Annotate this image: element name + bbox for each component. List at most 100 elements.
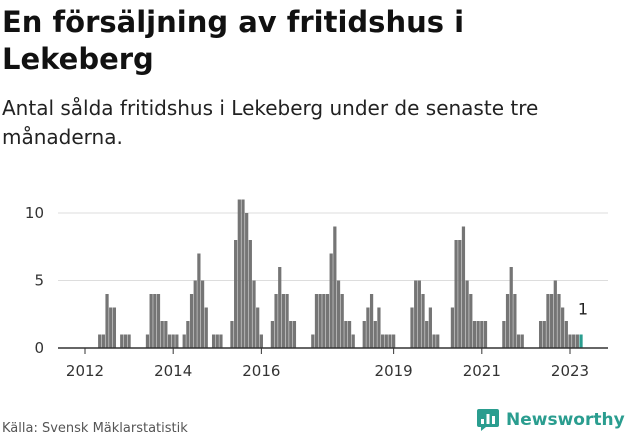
bar bbox=[101, 334, 105, 348]
bar bbox=[281, 294, 286, 348]
brand: Newsworthy bbox=[476, 408, 625, 432]
newsworthy-logo-icon bbox=[477, 409, 499, 431]
bar bbox=[186, 321, 190, 348]
bar bbox=[513, 294, 517, 348]
bar bbox=[480, 321, 484, 348]
bar bbox=[241, 199, 245, 348]
bar bbox=[483, 321, 488, 348]
bar bbox=[248, 240, 252, 348]
y-tick-label: 0 bbox=[34, 339, 44, 357]
bar-chart: 0 5 10 1 2012 2014 2016 2019 2021 2023 bbox=[25, 199, 608, 380]
y-tick-label: 10 bbox=[25, 204, 44, 222]
bar bbox=[392, 334, 396, 348]
x-tick-label: 2014 bbox=[154, 362, 192, 380]
bar bbox=[461, 226, 466, 348]
bar bbox=[164, 321, 168, 348]
bar bbox=[344, 321, 348, 348]
bar bbox=[509, 267, 513, 348]
bar bbox=[476, 321, 480, 348]
bar bbox=[259, 334, 263, 348]
bar bbox=[252, 280, 256, 348]
bar bbox=[425, 321, 429, 348]
bar bbox=[211, 334, 216, 348]
bar bbox=[502, 321, 506, 348]
bar bbox=[285, 294, 289, 348]
bar bbox=[362, 321, 366, 348]
bar bbox=[314, 294, 319, 348]
x-tick-label: 2012 bbox=[66, 362, 104, 380]
bar bbox=[373, 321, 377, 348]
bar bbox=[347, 321, 352, 348]
bar bbox=[572, 334, 576, 348]
bar bbox=[245, 213, 249, 348]
bar bbox=[311, 334, 315, 348]
bar bbox=[274, 294, 278, 348]
x-tick-label: 2016 bbox=[242, 362, 280, 380]
bar bbox=[171, 334, 175, 348]
bar bbox=[182, 334, 186, 348]
bar bbox=[215, 334, 219, 348]
bar bbox=[369, 294, 374, 348]
bar bbox=[568, 334, 572, 348]
bar bbox=[153, 294, 157, 348]
data-label: 1 bbox=[578, 300, 588, 319]
bar bbox=[454, 240, 458, 348]
bar bbox=[351, 334, 355, 348]
bar bbox=[193, 280, 197, 348]
bar bbox=[381, 334, 385, 348]
bar bbox=[127, 334, 131, 348]
bar bbox=[230, 321, 234, 348]
bar bbox=[325, 294, 330, 348]
bar bbox=[197, 253, 201, 348]
bar bbox=[333, 226, 337, 348]
bar bbox=[561, 307, 565, 348]
bar bbox=[450, 307, 455, 348]
bar bbox=[234, 240, 238, 348]
source-note: Källa: Svensk Mäklarstatistik bbox=[2, 421, 188, 436]
bar bbox=[289, 321, 293, 348]
bar bbox=[318, 294, 322, 348]
bar bbox=[204, 307, 208, 348]
x-tick-label: 2021 bbox=[463, 362, 501, 380]
bar bbox=[428, 307, 432, 348]
bar bbox=[156, 294, 161, 348]
bar bbox=[472, 321, 477, 348]
bar bbox=[377, 307, 381, 348]
bar bbox=[322, 294, 326, 348]
bar bbox=[557, 294, 561, 348]
bar bbox=[421, 294, 425, 348]
bar bbox=[270, 321, 274, 348]
bar bbox=[366, 307, 370, 348]
bar bbox=[414, 280, 418, 348]
bar bbox=[340, 294, 344, 348]
bar bbox=[553, 280, 557, 348]
bar bbox=[189, 294, 194, 348]
bar bbox=[432, 334, 436, 348]
bar bbox=[546, 294, 550, 348]
chart-title: En försäljning av fritidshus i Lekeberg bbox=[2, 5, 465, 76]
bar bbox=[145, 334, 150, 348]
bar bbox=[149, 294, 153, 348]
bar bbox=[465, 280, 469, 348]
bar bbox=[388, 334, 392, 348]
bar bbox=[123, 334, 128, 348]
bar bbox=[410, 307, 414, 348]
bar bbox=[436, 334, 440, 348]
bar bbox=[200, 280, 205, 348]
bar bbox=[384, 334, 388, 348]
bar bbox=[336, 280, 341, 348]
bar bbox=[505, 294, 510, 348]
bar bbox=[417, 280, 421, 348]
bar bbox=[575, 334, 579, 348]
chart-subtitle: Antal sålda fritidshus i Lekeberg under … bbox=[2, 96, 539, 149]
bar bbox=[109, 307, 113, 348]
bar bbox=[112, 307, 117, 348]
bar bbox=[160, 321, 164, 348]
bar bbox=[237, 199, 241, 348]
bar bbox=[219, 334, 223, 348]
bar bbox=[564, 321, 568, 348]
bar bbox=[167, 334, 172, 348]
bar bbox=[520, 334, 524, 348]
bar bbox=[175, 334, 179, 348]
bar bbox=[105, 294, 109, 348]
